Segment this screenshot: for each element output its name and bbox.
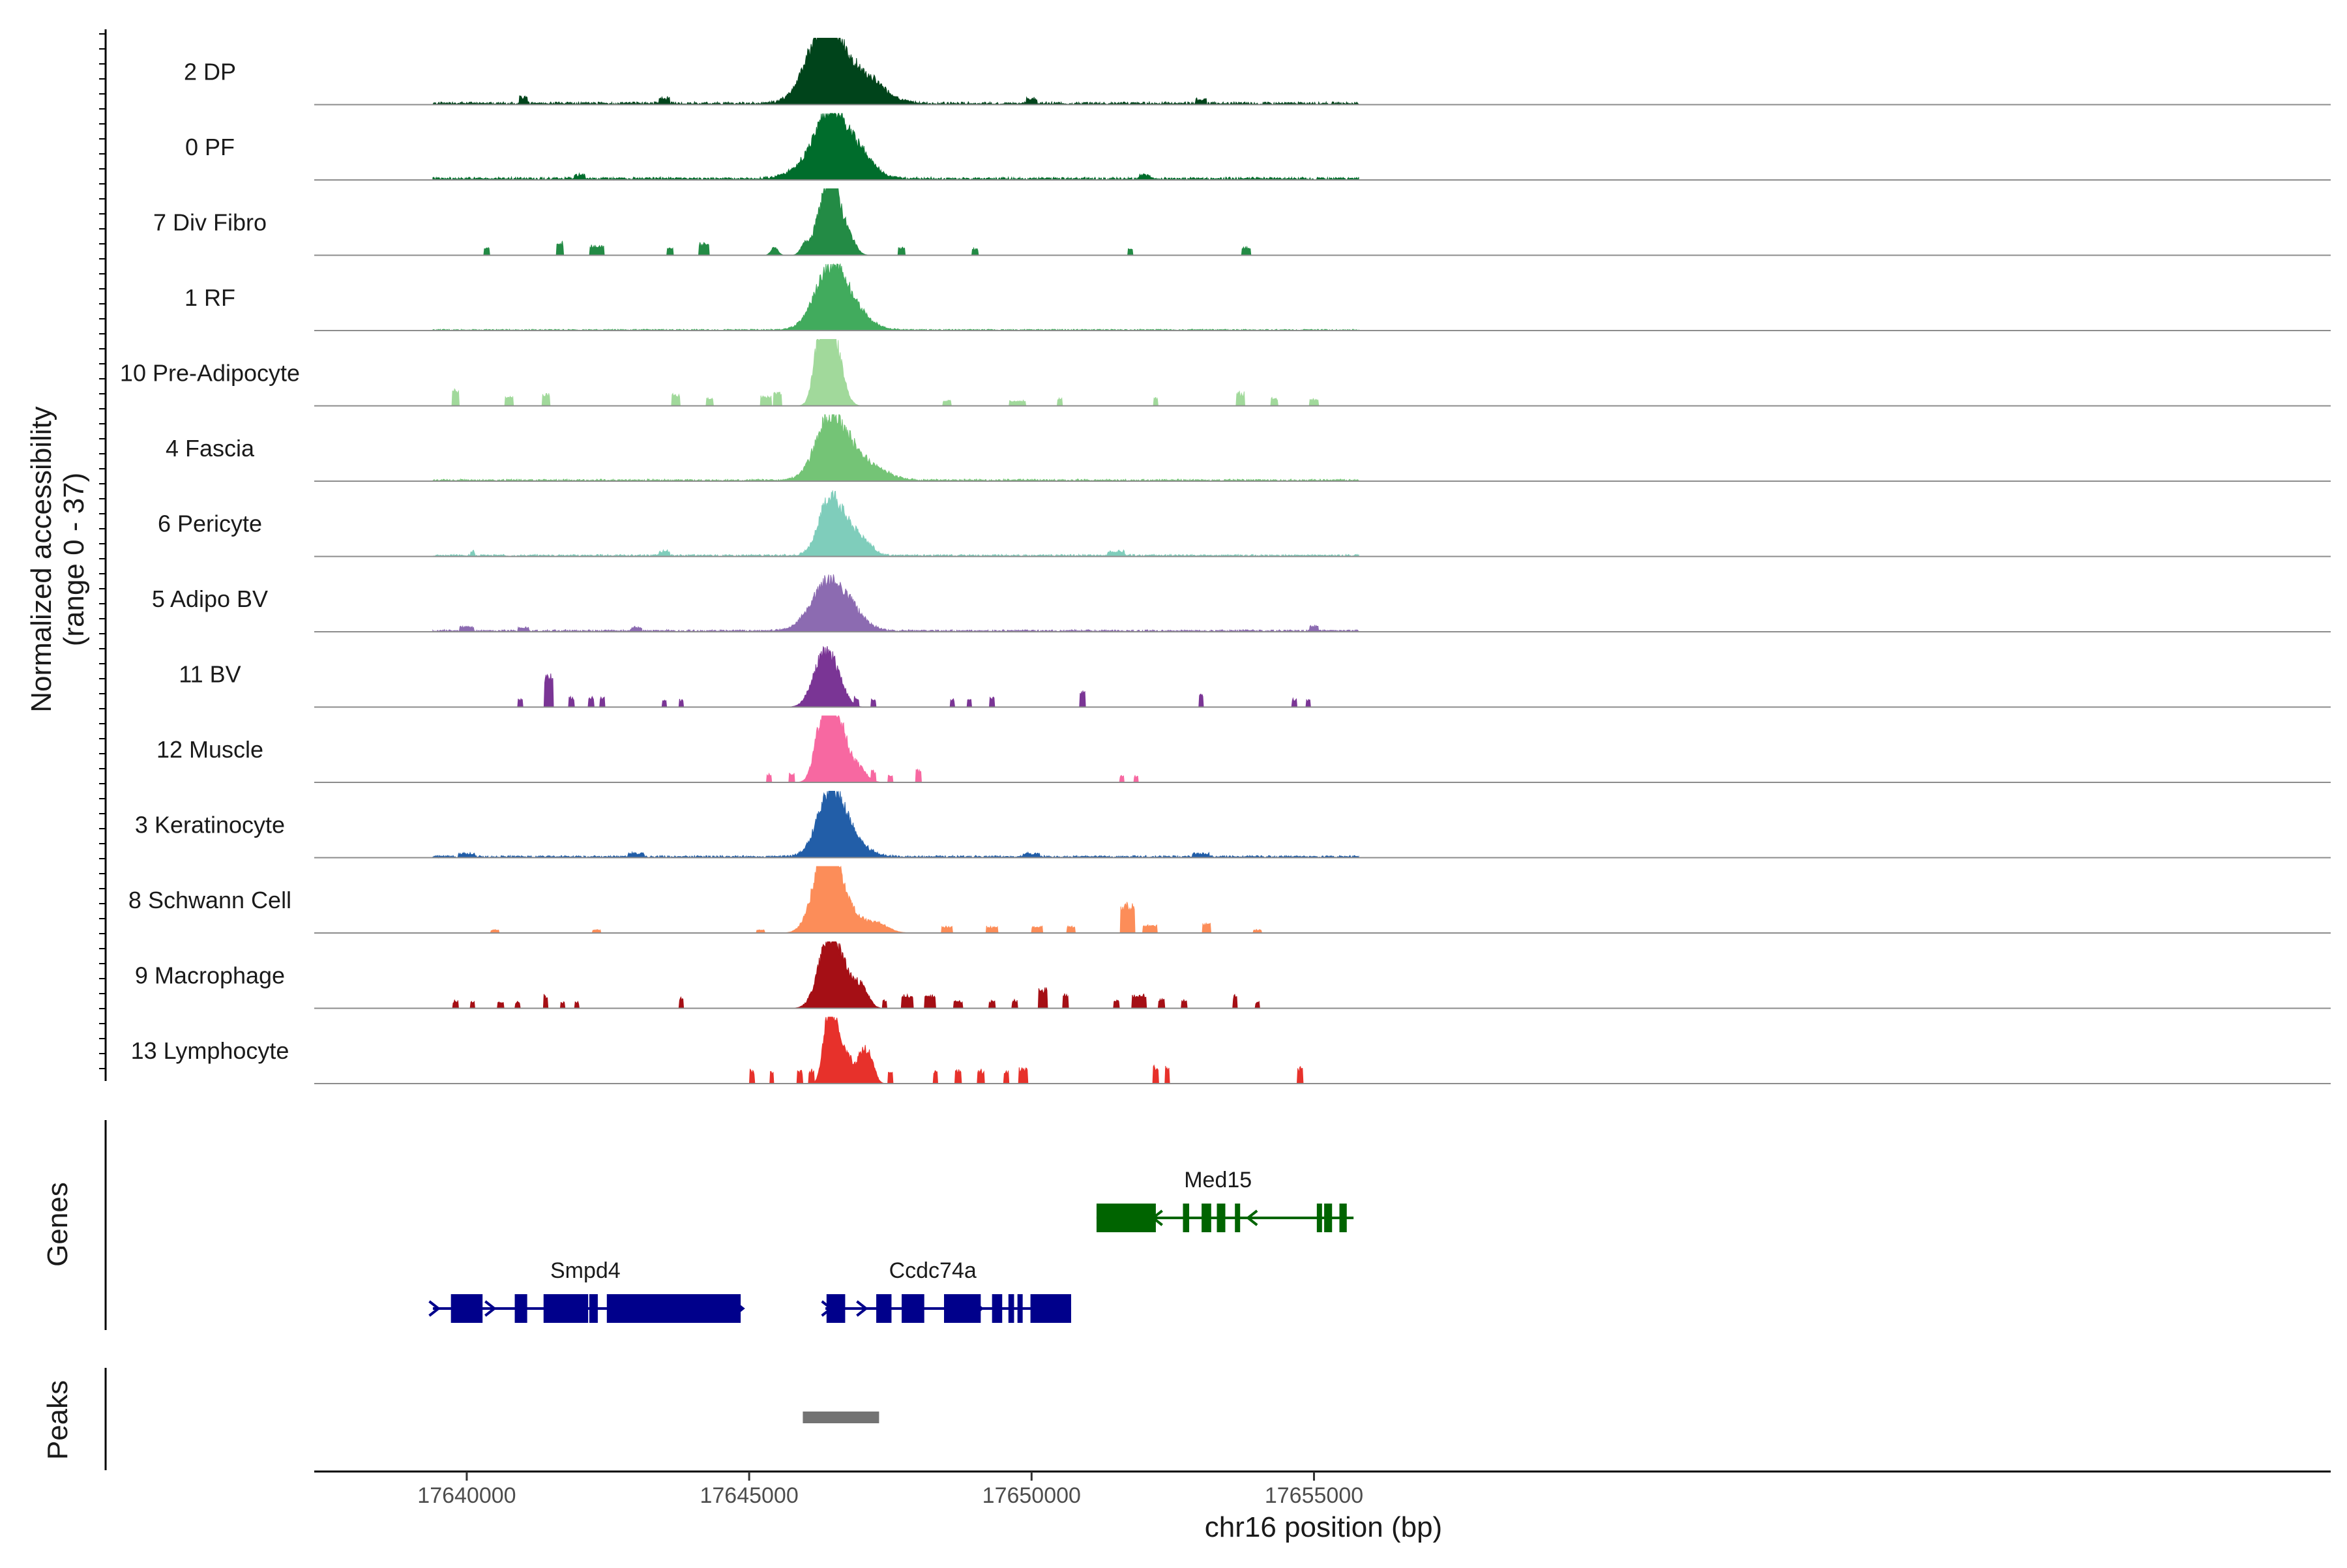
track-3-keratinocyte: 3 Keratinocyte xyxy=(135,791,2331,859)
gene-ccdc74a: Ccdc74a xyxy=(821,1258,1071,1323)
track-13-lymphocyte: 13 Lymphocyte xyxy=(131,1016,2331,1084)
track-6-pericyte: 6 Pericyte xyxy=(158,490,2331,557)
coverage-area xyxy=(432,865,1359,934)
y-axis-title: Normalized accessibility xyxy=(25,406,57,712)
track-label: 9 Macrophage xyxy=(135,962,285,989)
y-axis-range: (range 0 - 37) xyxy=(58,473,90,647)
strand-arrow xyxy=(733,1300,745,1317)
track-label: 13 Lymphocyte xyxy=(131,1037,289,1064)
gene-exon xyxy=(1316,1204,1322,1232)
gene-exon xyxy=(1235,1204,1241,1232)
genes-track-title: Genes xyxy=(42,1182,74,1267)
coverage-area xyxy=(432,38,1359,106)
x-tick-label: 17645000 xyxy=(700,1483,798,1508)
track-label: 6 Pericyte xyxy=(158,510,262,537)
gene-exon xyxy=(1030,1294,1071,1323)
gene-exon xyxy=(1202,1204,1211,1232)
strand-arrow xyxy=(856,1300,868,1317)
strand-arrow xyxy=(428,1300,441,1317)
gene-exon xyxy=(606,1294,741,1323)
track-0-pf: 0 PF xyxy=(185,113,2331,181)
peaks-track-title: Peaks xyxy=(42,1380,74,1460)
gene-annotation-track: Smpd4 Ccdc74a Med15 xyxy=(428,1168,1354,1323)
gene-exon xyxy=(876,1294,892,1323)
gene-exon xyxy=(1339,1204,1347,1232)
track-label: 7 Div Fibro xyxy=(153,209,267,236)
coverage-area xyxy=(432,263,1359,331)
track-label: 11 BV xyxy=(179,661,241,688)
track-label: 2 DP xyxy=(184,59,236,85)
gene-exon xyxy=(1217,1204,1226,1232)
x-axis-title: chr16 position (bp) xyxy=(1205,1511,1442,1543)
accessibility-y-axis xyxy=(99,29,107,1081)
track-label: 3 Keratinocyte xyxy=(135,812,285,838)
track-8-schwann-cell: 8 Schwann Cell xyxy=(128,865,2331,934)
track-10-pre-adipocyte: 10 Pre-Adipocyte xyxy=(120,339,2331,407)
x-tick-label: 17655000 xyxy=(1265,1483,1363,1508)
track-9-macrophage: 9 Macrophage xyxy=(135,941,2331,1009)
track-label: 8 Schwann Cell xyxy=(128,887,291,913)
track-11-bv: 11 BV xyxy=(179,645,2331,708)
gene-med15: Med15 xyxy=(1096,1168,1354,1232)
track-label: 12 Muscle xyxy=(156,736,263,763)
x-tick-label: 17640000 xyxy=(417,1483,516,1508)
gene-exon xyxy=(450,1294,483,1323)
gene-exon xyxy=(1017,1294,1023,1323)
coverage-area xyxy=(432,1016,1359,1084)
x-axis-ticks: 17640000 17645000 17650000 17655000 xyxy=(417,1472,1363,1508)
gene-exon xyxy=(992,1294,1003,1323)
track-7-div-fibro: 7 Div Fibro xyxy=(153,188,2331,256)
coverage-area xyxy=(432,645,1359,707)
peak-region-track xyxy=(803,1412,879,1423)
coverage-area xyxy=(432,715,1359,783)
gene-exon xyxy=(944,1294,981,1323)
coverage-area xyxy=(432,941,1359,1009)
x-tick-label: 17650000 xyxy=(982,1483,1081,1508)
gene-exon xyxy=(1183,1204,1190,1232)
coverage-area xyxy=(432,414,1359,482)
gene-label: Med15 xyxy=(1184,1168,1252,1192)
strand-arrow xyxy=(971,1300,984,1317)
coverage-tracks: 2 DP 0 PF 7 Div Fibro 1 RF 10 Pre-Adipocyte 4… xyxy=(120,38,2331,1084)
strand-arrow xyxy=(1245,1209,1258,1226)
track-label: 4 Fascia xyxy=(166,435,255,462)
gene-smpd4: Smpd4 xyxy=(428,1258,745,1323)
track-4-fascia: 4 Fascia xyxy=(166,414,2331,482)
gene-exon xyxy=(902,1294,924,1323)
coverage-area xyxy=(432,339,1359,406)
strand-arrow xyxy=(1151,1209,1163,1226)
gene-label: Smpd4 xyxy=(550,1258,621,1283)
track-2-dp: 2 DP xyxy=(184,38,2331,106)
coverage-area xyxy=(432,188,1359,256)
track-label: 1 RF xyxy=(185,284,235,311)
strand-arrow xyxy=(484,1300,497,1317)
track-12-muscle: 12 Muscle xyxy=(156,715,2331,783)
gene-exon xyxy=(514,1294,527,1323)
track-5-adipo-bv: 5 Adipo BV xyxy=(152,574,2331,633)
track-label: 5 Adipo BV xyxy=(152,585,268,612)
track-label: 0 PF xyxy=(185,134,235,160)
track-1-rf: 1 RF xyxy=(185,263,2331,331)
gene-exon xyxy=(543,1294,589,1323)
gene-exon xyxy=(1096,1204,1156,1232)
gene-exon xyxy=(1324,1204,1333,1232)
coverage-area xyxy=(432,113,1359,181)
strand-arrow xyxy=(821,1300,833,1317)
track-label: 10 Pre-Adipocyte xyxy=(120,360,300,387)
gene-exon xyxy=(589,1294,598,1323)
peak-region-bar xyxy=(803,1412,879,1423)
coverage-area xyxy=(432,490,1359,557)
gene-exon xyxy=(1008,1294,1014,1323)
coverage-area xyxy=(432,574,1359,633)
gene-label: Ccdc74a xyxy=(889,1258,977,1283)
coverage-area xyxy=(432,791,1359,859)
